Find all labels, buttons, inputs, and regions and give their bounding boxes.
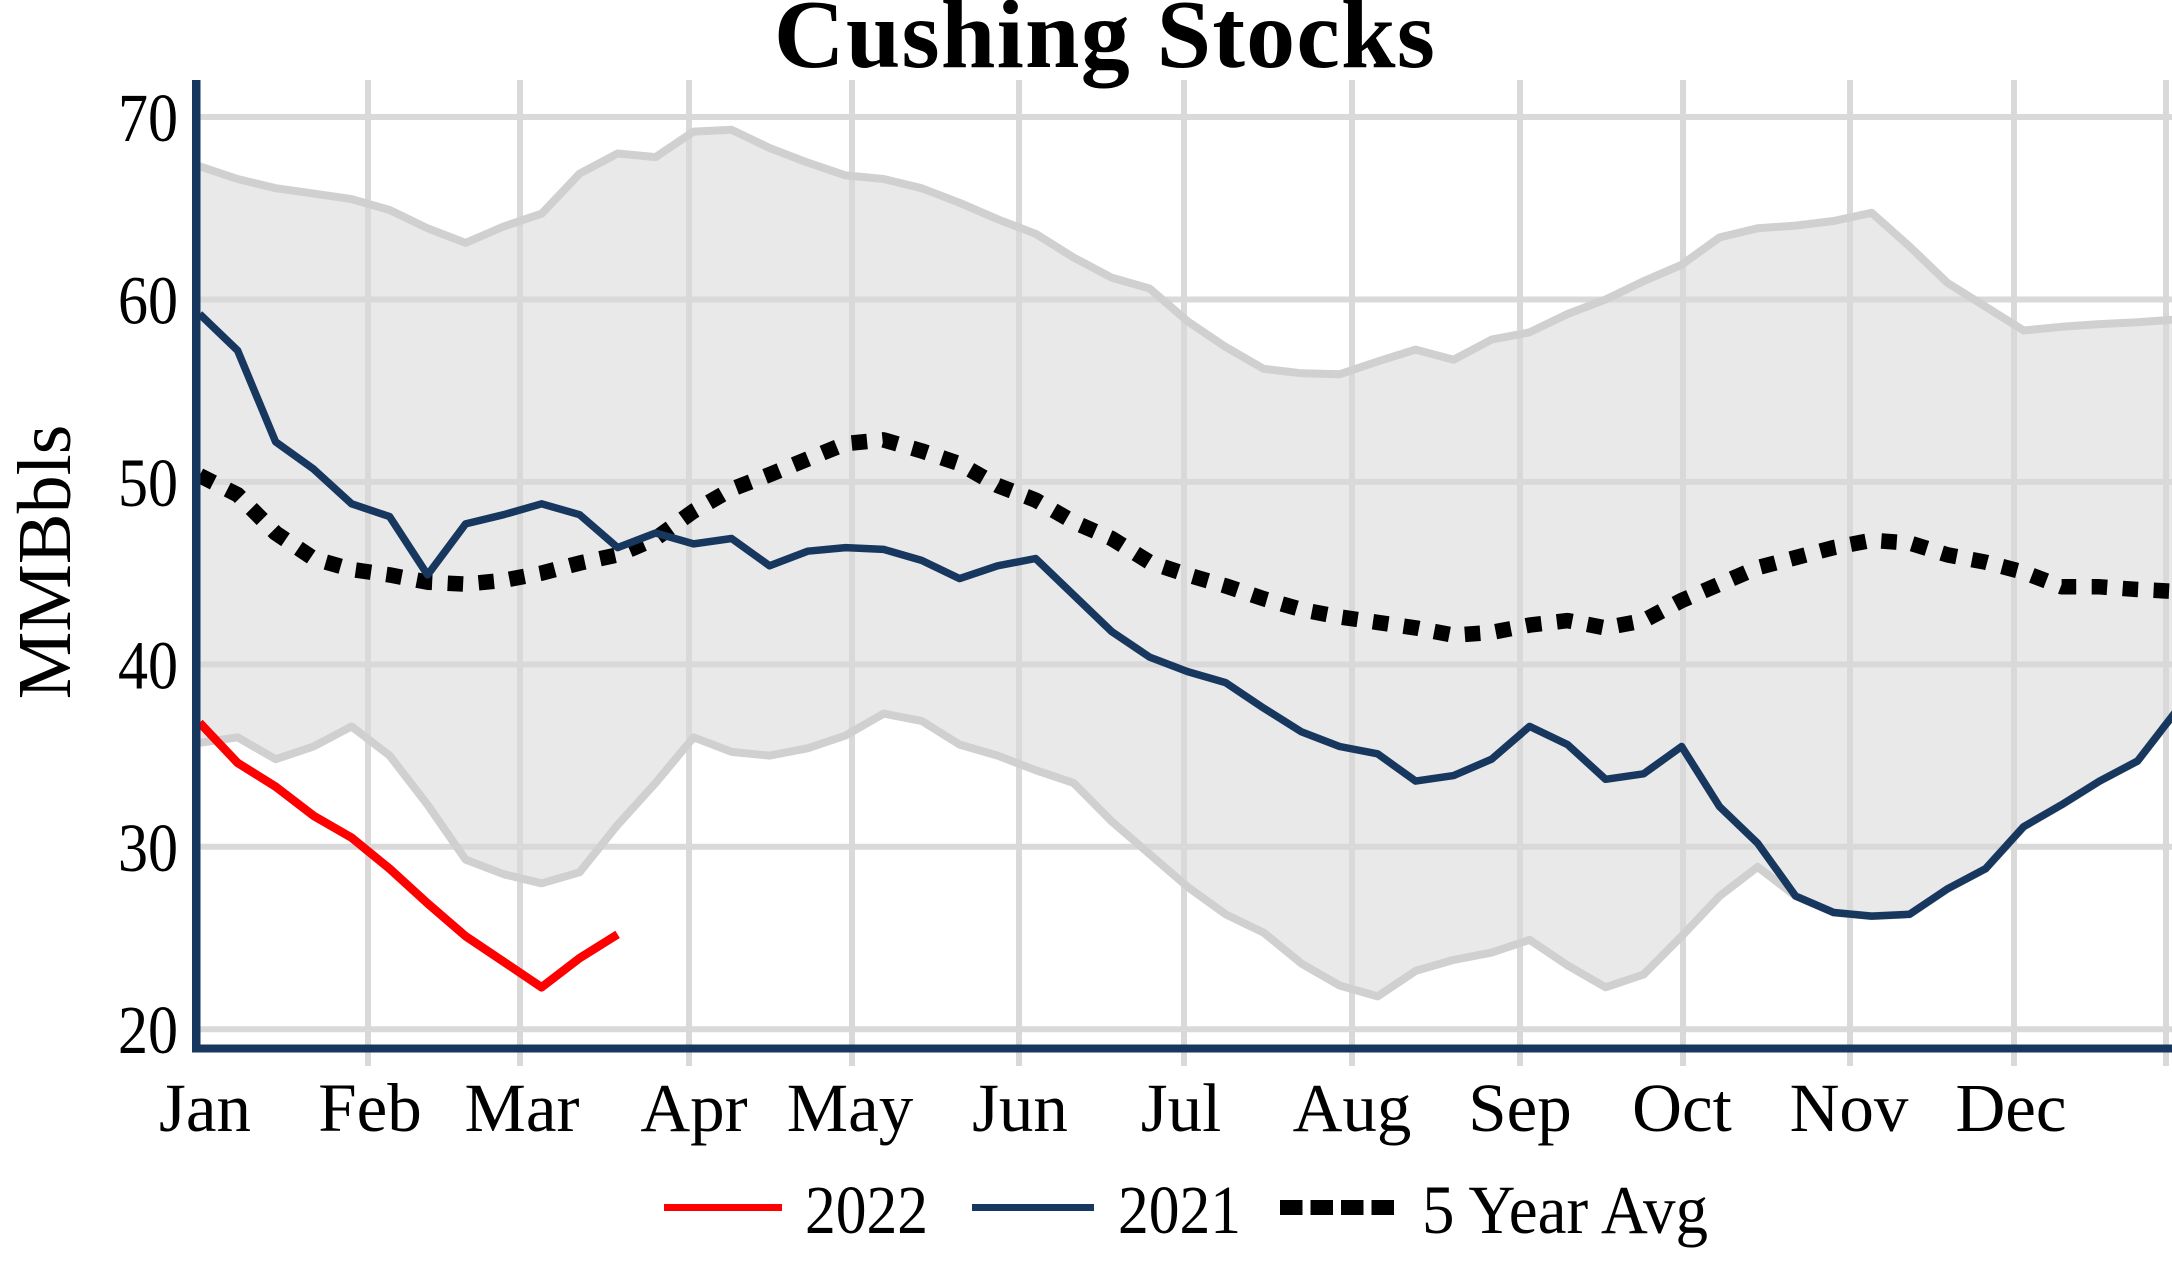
svg-text:Dec: Dec: [1955, 1070, 2066, 1146]
svg-text:70: 70: [118, 80, 178, 156]
svg-text:Cushing Stocks: Cushing Stocks: [774, 0, 1436, 89]
svg-text:Feb: Feb: [318, 1070, 422, 1146]
svg-text:Apr: Apr: [640, 1070, 747, 1146]
svg-text:40: 40: [118, 627, 178, 703]
svg-text:50: 50: [118, 445, 178, 521]
svg-text:2021: 2021: [1118, 1172, 1241, 1248]
svg-text:Mar: Mar: [465, 1070, 580, 1146]
svg-text:Sep: Sep: [1468, 1070, 1572, 1146]
svg-text:Jul: Jul: [1141, 1070, 1222, 1146]
svg-text:Jun: Jun: [972, 1070, 1068, 1146]
svg-text:May: May: [787, 1070, 914, 1146]
svg-text:20: 20: [118, 992, 178, 1068]
svg-text:Aug: Aug: [1293, 1070, 1412, 1146]
svg-text:30: 30: [118, 810, 178, 886]
svg-text:Nov: Nov: [1790, 1070, 1909, 1146]
svg-text:2022: 2022: [805, 1172, 928, 1248]
svg-text:60: 60: [118, 263, 178, 339]
svg-text:Jan: Jan: [159, 1070, 251, 1146]
svg-text:5 Year Avg: 5 Year Avg: [1422, 1172, 1708, 1248]
svg-text:MMBbls: MMBbls: [3, 425, 87, 700]
svg-text:Oct: Oct: [1632, 1070, 1732, 1146]
